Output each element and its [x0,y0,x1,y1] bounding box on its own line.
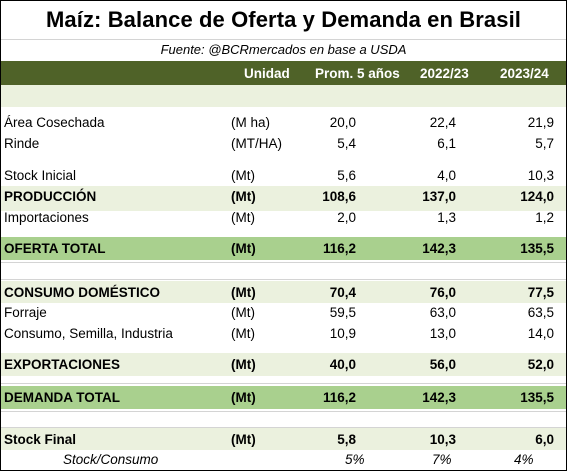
source-note: Fuente: @BCRmercados en base a USDA [160,42,407,57]
row-value-prom: 108,6 [322,189,356,204]
row-value-2022-23: 7% [432,452,452,467]
divider [1,262,566,263]
row-value-2022-23: 22,4 [429,115,456,130]
row-value-2023-24: 52,0 [527,357,554,372]
row-label: DEMANDA TOTAL [4,390,120,405]
row-label: Stock/Consumo [63,452,159,467]
table-row-demanda-total: DEMANDA TOTAL (Mt) 116,2 142,3 135,5 [1,386,566,409]
table-row-oferta-total: OFERTA TOTAL (Mt) 116,2 142,3 135,5 [1,237,566,260]
row-unit: (Mt) [231,189,256,204]
row-value-2023-24: 135,5 [520,390,554,405]
table-row-stock-final: Stock Final (Mt) 5,8 10,3 6,0 [1,428,566,450]
row-unit: (Mt) [231,168,255,183]
row-value-2022-23: 137,0 [422,189,456,204]
row-value-prom: 59,5 [329,305,356,320]
row-label: Importaciones [4,210,89,225]
row-value-2023-24: 10,3 [527,168,554,183]
row-value-2023-24: 135,5 [520,241,554,256]
row-value-2022-23: 10,3 [429,432,456,447]
table-row: Importaciones (Mt) 2,0 1,3 1,2 [1,210,566,230]
row-label: OFERTA TOTAL [4,241,106,256]
row-value-prom: 5,6 [337,168,356,183]
row-label: Stock Final [4,432,77,447]
row-value-2023-24: 63,5 [527,305,554,320]
row-unit: (Mt) [231,210,255,225]
row-value-prom: 5,8 [337,432,356,447]
table-row: Área Cosechada (M ha) 20,0 22,4 21,9 [1,115,566,135]
row-value-prom: 20,0 [329,115,356,130]
row-value-2022-23: 56,0 [429,357,456,372]
header-col1: Prom. 5 años [315,66,400,81]
header-col2: 2022/23 [420,66,469,81]
row-value-2022-23: 4,0 [437,168,456,183]
row-value-2023-24: 1,2 [535,210,554,225]
row-label: Stock Inicial [4,168,77,183]
divider [1,411,566,412]
row-label: Forraje [4,305,47,320]
row-value-prom: 70,4 [329,285,356,300]
spacer-band [1,85,566,107]
row-value-prom: 5,4 [337,136,356,151]
row-value-2023-24: 5,7 [535,136,554,151]
row-unit: (Mt) [231,241,256,256]
row-label: EXPORTACIONES [4,357,121,372]
row-value-2022-23: 76,0 [429,285,456,300]
row-label: PRODUCCIÓN [4,189,97,204]
table-row-stock-consumo: Stock/Consumo 5% 7% 4% [1,452,566,470]
row-value-prom: 116,2 [322,390,356,405]
divider [1,39,566,40]
row-value-2023-24: 14,0 [527,326,554,341]
row-value-2023-24: 21,9 [527,115,554,130]
row-value-prom: 116,2 [322,241,356,256]
header-col3: 2023/24 [500,66,549,81]
row-value-prom: 10,9 [329,326,356,341]
table-row-consumo-domestico: CONSUMO DOMÉSTICO (Mt) 70,4 76,0 77,5 [1,281,566,303]
divider [1,427,566,428]
row-value-2022-23: 13,0 [429,326,456,341]
page-title: Maíz: Balance de Oferta y Demanda en Bra… [45,7,522,32]
row-unit: (M ha) [231,115,271,130]
row-value-2022-23: 63,0 [429,305,456,320]
row-unit: (Mt) [231,305,255,320]
row-value-prom: 40,0 [329,357,356,372]
row-label: Rinde [4,136,40,151]
row-unit: (Mt) [231,432,256,447]
row-value-2022-23: 6,1 [437,136,456,151]
table-row-exportaciones: EXPORTACIONES (Mt) 40,0 56,0 52,0 [1,353,566,376]
row-value-2023-24: 4% [514,452,534,467]
row-unit: (Mt) [231,285,256,300]
table-row: Rinde (MT/HA) 5,4 6,1 5,7 [1,136,566,156]
table-row: Consumo, Semilla, Industria (Mt) 10,9 13… [1,326,566,346]
row-unit: (Mt) [231,357,256,372]
row-unit: (Mt) [231,326,255,341]
row-label: Consumo, Semilla, Industria [4,326,173,341]
row-label: Área Cosechada [4,115,105,130]
column-header-row: Unidad Prom. 5 años 2022/23 2023/24 [1,61,566,85]
divider [1,279,566,280]
header-unit: Unidad [244,66,290,81]
table-row: Stock Inicial (Mt) 5,6 4,0 10,3 [1,168,566,188]
row-value-prom: 2,0 [337,210,356,225]
row-unit: (Mt) [231,390,256,405]
row-value-2023-24: 6,0 [535,432,554,447]
row-value-2022-23: 142,3 [422,241,456,256]
divider [1,383,566,384]
table-row: Forraje (Mt) 59,5 63,0 63,5 [1,305,566,325]
row-value-2022-23: 1,3 [437,210,456,225]
row-value-prom: 5% [345,452,365,467]
row-value-2023-24: 77,5 [527,285,554,300]
row-label: CONSUMO DOMÉSTICO [4,285,161,300]
row-value-2022-23: 142,3 [422,390,456,405]
row-value-2023-24: 124,0 [520,189,554,204]
row-unit: (MT/HA) [231,136,282,151]
table-row-produccion: PRODUCCIÓN (Mt) 108,6 137,0 124,0 [1,186,566,211]
